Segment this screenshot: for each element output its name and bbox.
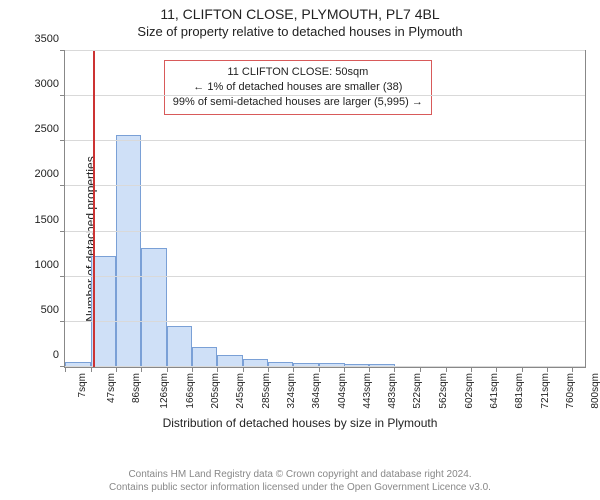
xtick-label: 404sqm (337, 373, 348, 409)
histogram-bar (167, 326, 193, 367)
xtick-mark (522, 367, 523, 372)
ytick-label: 500 (41, 304, 59, 316)
ytick-mark (60, 95, 65, 96)
ytick-label: 2500 (35, 123, 59, 135)
xtick-mark (167, 367, 168, 372)
xtick-label: 86sqm (131, 373, 142, 403)
property-marker-line (93, 51, 95, 367)
xtick-mark (141, 367, 142, 372)
annotation-line3: 99% of semi-detached houses are larger (… (173, 95, 423, 110)
annotation-box: 11 CLIFTON CLOSE: 50sqm ← 1% of detached… (164, 60, 432, 115)
histogram-bar (217, 355, 243, 367)
xtick-label: 245sqm (235, 373, 246, 409)
ytick-mark (60, 231, 65, 232)
histogram-bar (344, 364, 370, 367)
x-axis-label: Distribution of detached houses by size … (0, 416, 600, 430)
xtick-mark (65, 367, 66, 372)
xtick-mark (319, 367, 320, 372)
xtick-mark (217, 367, 218, 372)
ytick-label: 3000 (35, 78, 59, 90)
histogram-bar (192, 347, 218, 367)
xtick-mark (369, 367, 370, 372)
xtick-mark (192, 367, 193, 372)
histogram-bar (293, 363, 319, 367)
ytick-mark (60, 140, 65, 141)
xtick-mark (572, 367, 573, 372)
xtick-label: 47sqm (106, 373, 117, 403)
xtick-label: 641sqm (488, 373, 499, 409)
xtick-label: 483sqm (387, 373, 398, 409)
histogram-bar (319, 363, 345, 367)
ytick-mark (60, 321, 65, 322)
xtick-mark (446, 367, 447, 372)
histogram-bar (65, 362, 91, 367)
xtick-mark (344, 367, 345, 372)
histogram-bar (116, 135, 142, 367)
xtick-label: 800sqm (590, 373, 600, 409)
xtick-label: 602sqm (463, 373, 474, 409)
xtick-label: 324sqm (286, 373, 297, 409)
footer: Contains HM Land Registry data © Crown c… (0, 468, 600, 494)
footer-line1: Contains HM Land Registry data © Crown c… (0, 468, 600, 481)
xtick-label: 166sqm (184, 373, 195, 409)
histogram-bar (369, 364, 395, 367)
xtick-mark (268, 367, 269, 372)
xtick-label: 760sqm (564, 373, 575, 409)
xtick-mark (394, 367, 395, 372)
xtick-label: 721sqm (539, 373, 550, 409)
xtick-label: 522sqm (412, 373, 423, 409)
xtick-label: 126sqm (159, 373, 170, 409)
plot-area: 11 CLIFTON CLOSE: 50sqm ← 1% of detached… (64, 50, 586, 368)
ytick-mark (60, 276, 65, 277)
xtick-label: 205sqm (209, 373, 220, 409)
xtick-mark (420, 367, 421, 372)
xtick-mark (293, 367, 294, 372)
ytick-mark (60, 185, 65, 186)
annotation-line1: 11 CLIFTON CLOSE: 50sqm (173, 65, 423, 80)
xtick-label: 562sqm (438, 373, 449, 409)
histogram-bar (268, 362, 294, 367)
page-title-line1: 11, CLIFTON CLOSE, PLYMOUTH, PL7 4BL (0, 0, 600, 22)
ytick-label: 2000 (35, 168, 59, 180)
ytick-label: 0 (53, 349, 59, 361)
xtick-mark (243, 367, 244, 372)
footer-line2: Contains public sector information licen… (0, 481, 600, 494)
ytick-label: 1500 (35, 214, 59, 226)
ytick-mark (60, 50, 65, 51)
xtick-mark (496, 367, 497, 372)
annotation-line2: ← 1% of detached houses are smaller (38) (173, 80, 423, 95)
page-title-line2: Size of property relative to detached ho… (0, 22, 600, 43)
xtick-label: 681sqm (514, 373, 525, 409)
xtick-mark (116, 367, 117, 372)
histogram-bar (141, 248, 167, 367)
ytick-label: 1000 (35, 259, 59, 271)
xtick-label: 443sqm (362, 373, 373, 409)
xtick-mark (91, 367, 92, 372)
xtick-label: 364sqm (311, 373, 322, 409)
xtick-mark (547, 367, 548, 372)
xtick-label: 285sqm (261, 373, 272, 409)
ytick-label: 3500 (35, 33, 59, 45)
chart-container: Number of detached properties 11 CLIFTON… (0, 44, 600, 434)
xtick-mark (471, 367, 472, 372)
xtick-label: 7sqm (77, 373, 88, 397)
histogram-bar (243, 359, 269, 367)
